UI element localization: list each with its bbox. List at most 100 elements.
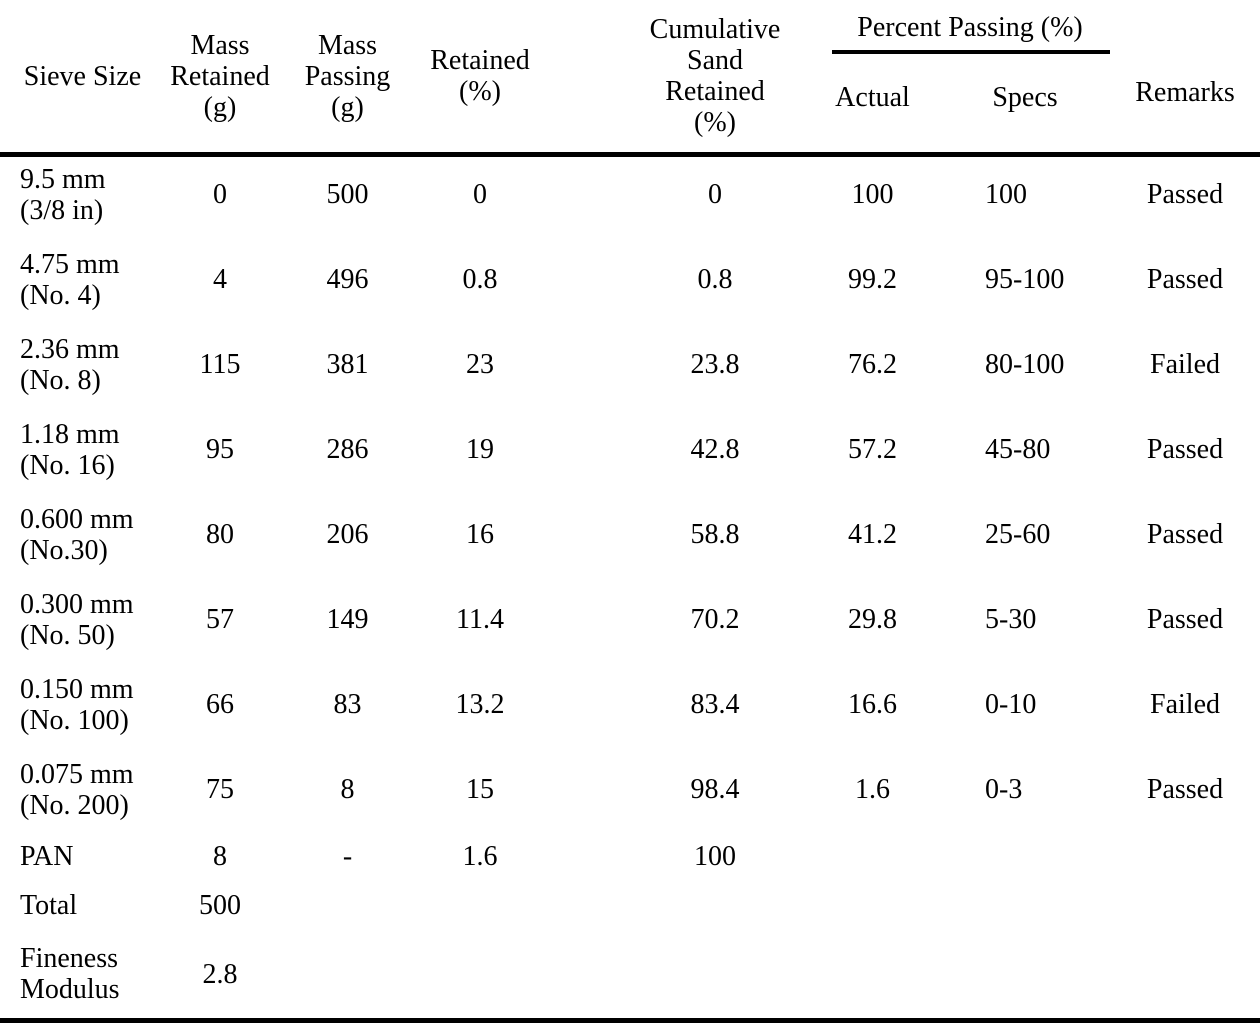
col-header-mass-retained: Mass Retained (g) xyxy=(170,29,270,123)
col-header-retained-pct: Retained (%) xyxy=(430,45,530,107)
cell-specs xyxy=(915,832,1085,881)
cell-cumulative: 70.2 xyxy=(690,604,740,635)
cell-fineness-modulus-label: Fineness Modulus xyxy=(20,943,120,1005)
cell-mass-retained: 0 xyxy=(213,179,227,210)
cell-empty xyxy=(1085,930,1260,1018)
table-header: Sieve Size Mass Retained (g) Mass Passin… xyxy=(0,0,1260,152)
col-header-actual: Actual xyxy=(835,81,910,113)
cell-cumulative: 0 xyxy=(708,179,722,210)
cell-actual: 29.8 xyxy=(848,604,897,635)
cell-remarks: Passed xyxy=(1146,519,1224,550)
cell-actual xyxy=(830,832,915,881)
cell-cumulative: 0.8 xyxy=(697,264,733,295)
cell-mass-passing: 206 xyxy=(326,519,369,550)
cell-retained-pct: 0.8 xyxy=(462,264,498,295)
cell-specs: 45-80 xyxy=(985,434,1051,465)
cell-remarks: Failed xyxy=(1150,349,1221,380)
cell-remarks: Passed xyxy=(1146,434,1224,465)
cell-actual: 57.2 xyxy=(848,434,897,465)
cell-empty xyxy=(540,930,830,1018)
cell-actual: 99.2 xyxy=(848,264,897,295)
cell-sieve-size: PAN xyxy=(20,841,74,872)
cell-actual: 41.2 xyxy=(848,519,897,550)
col-header-cumulative-retained: Cumulative Sand Retained (%) xyxy=(649,14,781,138)
cell-mass-retained: 115 xyxy=(199,349,241,380)
table-bottom-rule xyxy=(0,1018,1260,1023)
cell-retained-pct: 23 xyxy=(466,349,494,380)
cell-retained-pct: 11.4 xyxy=(456,604,504,635)
table-row: 2.36 mm (No. 8) 115 381 23 23.8 76.2 80-… xyxy=(0,322,1260,407)
cell-specs: 100 xyxy=(985,179,1027,210)
cell-sieve-size: 9.5 mm (3/8 in) xyxy=(20,163,106,226)
cell-sieve-size: 0.300 mm (No. 50) xyxy=(20,588,134,651)
cell-sieve-size: 0.150 mm (No. 100) xyxy=(20,673,134,736)
cell-specs: 0-10 xyxy=(985,689,1037,720)
cell-specs: 5-30 xyxy=(985,604,1037,635)
cell-mass-passing: 149 xyxy=(326,604,369,635)
cell-mass-retained: 95 xyxy=(206,434,234,465)
cell-mass-retained: 57 xyxy=(206,604,234,635)
cell-sieve-size: 4.75 mm (No. 4) xyxy=(20,248,120,311)
cell-mass-retained: 4 xyxy=(213,264,227,295)
table-row-total: Total 500 xyxy=(0,881,1260,930)
cell-sieve-size: 1.18 mm (No. 16) xyxy=(20,418,120,481)
cell-empty xyxy=(540,881,830,930)
cell-actual: 100 xyxy=(851,179,894,210)
cell-specs: 25-60 xyxy=(985,519,1051,550)
cell-cumulative: 42.8 xyxy=(690,434,740,465)
cell-remarks: Failed xyxy=(1150,689,1221,720)
cell-total-label: Total xyxy=(20,890,78,921)
cell-mass-retained: 66 xyxy=(206,689,234,720)
cell-retained-pct: 13.2 xyxy=(455,689,505,720)
cell-empty xyxy=(830,881,915,930)
col-header-remarks: Remarks xyxy=(1135,76,1235,108)
header-row-sub: Actual Specs xyxy=(0,56,1260,152)
table-row: 1.18 mm (No. 16) 95 286 19 42.8 57.2 45-… xyxy=(0,407,1260,492)
table-row: 4.75 mm (No. 4) 4 496 0.8 0.8 99.2 95-10… xyxy=(0,237,1260,322)
cell-remarks: Passed xyxy=(1146,604,1224,635)
cell-retained-pct: 19 xyxy=(466,434,494,465)
cell-mass-passing: 8 xyxy=(340,774,355,805)
cell-empty xyxy=(420,930,540,1018)
cell-mass-passing: 83 xyxy=(333,689,362,720)
cell-cumulative: 98.4 xyxy=(690,774,740,805)
cell-mass-passing: 496 xyxy=(326,264,369,295)
header-bottom-rule xyxy=(0,152,1260,157)
table-row: 0.300 mm (No. 50) 57 149 11.4 70.2 29.8 … xyxy=(0,577,1260,662)
cell-sieve-size: 0.600 mm (No.30) xyxy=(20,503,134,566)
cell-mass-passing: 286 xyxy=(326,434,369,465)
cell-empty xyxy=(1085,881,1260,930)
cell-sieve-size: 2.36 mm (No. 8) xyxy=(20,333,120,396)
table-row: 0.600 mm (No.30) 80 206 16 58.8 41.2 25-… xyxy=(0,492,1260,577)
cell-specs: 80-100 xyxy=(985,349,1065,380)
cell-actual: 1.6 xyxy=(855,774,890,805)
cell-total-mass: 500 xyxy=(199,890,241,921)
cell-mass-retained: 8 xyxy=(213,841,227,872)
cell-empty xyxy=(830,930,915,1018)
cell-remarks: Passed xyxy=(1146,774,1224,805)
cell-cumulative: 23.8 xyxy=(690,349,740,380)
cell-mass-retained: 80 xyxy=(206,519,234,550)
cell-mass-passing: 381 xyxy=(326,349,369,380)
cell-remarks: Passed xyxy=(1146,179,1224,210)
table-row: 0.075 mm (No. 200) 75 8 15 98.4 1.6 0-3 … xyxy=(0,747,1260,832)
table-body: 9.5 mm (3/8 in) 0 500 0 0 100 100 Passed… xyxy=(0,152,1260,1018)
col-header-specs: Specs xyxy=(992,81,1058,113)
cell-cumulative: 83.4 xyxy=(690,689,740,720)
col-header-percent-passing-group: Percent Passing (%) xyxy=(857,12,1083,43)
header-row-top: Sieve Size Mass Retained (g) Mass Passin… xyxy=(0,0,1260,138)
cell-cumulative: 100 xyxy=(694,841,736,872)
col-header-sieve-size: Sieve Size xyxy=(23,60,142,92)
cell-retained-pct: 0 xyxy=(473,179,487,210)
table-row-pan: PAN 8 - 1.6 100 xyxy=(0,832,1260,881)
cell-remarks: Passed xyxy=(1146,264,1224,295)
cell-actual: 16.6 xyxy=(848,689,897,720)
cell-empty xyxy=(420,881,540,930)
percent-passing-group-rule xyxy=(832,50,1110,54)
cell-mass-retained: 75 xyxy=(206,774,234,805)
cell-empty xyxy=(915,930,1085,1018)
col-header-mass-passing: Mass Passing (g) xyxy=(304,29,391,123)
cell-sieve-size: 0.075 mm (No. 200) xyxy=(20,758,134,821)
